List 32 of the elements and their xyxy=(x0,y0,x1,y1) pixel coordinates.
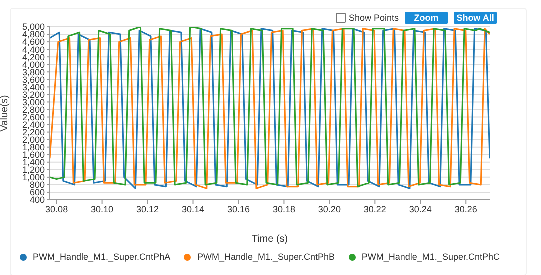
button: Show All xyxy=(454,12,498,24)
x-tick-label: 30.16 xyxy=(227,204,250,214)
x-tick-label: 30.14 xyxy=(182,204,205,214)
y-tick-label: 5,000 xyxy=(22,22,45,32)
y-tick-label: 1,400 xyxy=(22,158,45,168)
x-tick-label: 30.20 xyxy=(318,204,341,214)
y-tick-label: 400 xyxy=(30,195,45,206)
y-tick-label: 800 xyxy=(30,180,45,190)
legend-label: PWM_Handle_M1._Super.CntPhB xyxy=(197,252,336,262)
y-tick-label: 1,000 xyxy=(22,172,45,183)
y-tick-label: 1,800 xyxy=(22,142,45,153)
y-axis-title: Value(s) xyxy=(0,95,11,132)
y-tick-label: 1,200 xyxy=(22,165,45,176)
x-tick-label: 30.08 xyxy=(46,204,68,214)
x-tick-label: 30.22 xyxy=(364,204,386,214)
y-tick-label: 2,000 xyxy=(22,135,45,146)
x-axis-title: Time (s) xyxy=(250,234,290,245)
x-tick-label: 30.10 xyxy=(91,204,114,214)
legend-label: PWM_Handle_M1._Super.CntPhC xyxy=(362,252,500,262)
y-tick-label: 4,400 xyxy=(22,44,45,55)
button: Zoom xyxy=(405,12,448,24)
text: Show Points xyxy=(349,13,400,23)
x-tick-label: 30.12 xyxy=(136,204,160,214)
legend-label: PWM_Handle_M1._Super.CntPhA xyxy=(33,252,171,262)
y-tick-label: 600 xyxy=(30,188,45,198)
y-tick-label: 1,600 xyxy=(22,150,45,160)
y-tick-label: 2,200 xyxy=(22,128,45,138)
x-tick-label: 30.18 xyxy=(272,204,296,214)
x-tick-label: 30.24 xyxy=(409,204,432,214)
y-tick-label: 4,600 xyxy=(22,37,45,48)
y-tick-label: 4,800 xyxy=(22,30,45,40)
x-tick-label: 30.26 xyxy=(454,204,478,214)
